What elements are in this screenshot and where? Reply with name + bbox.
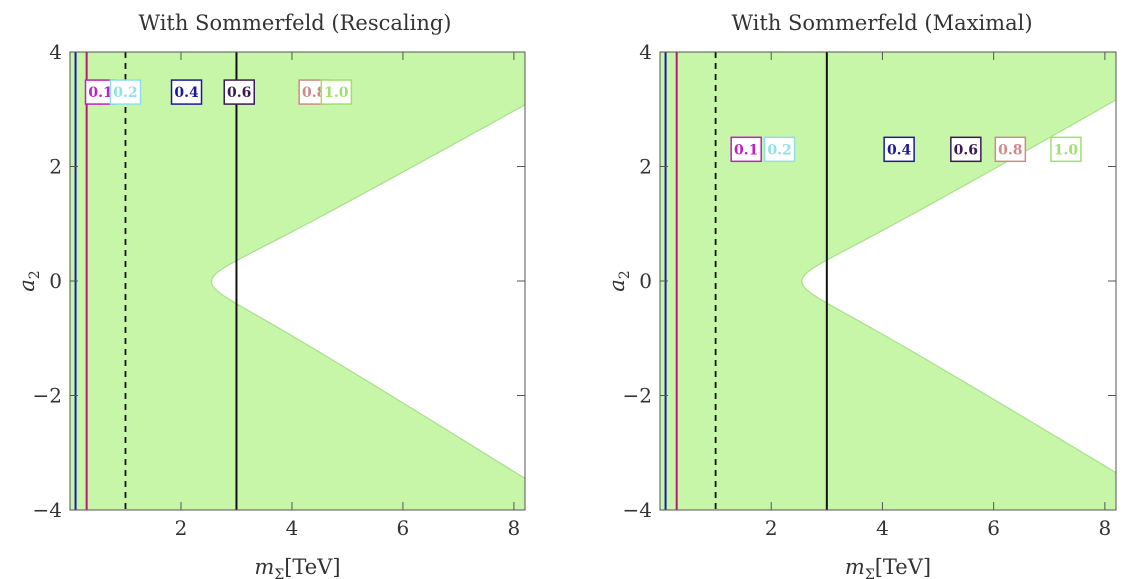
panel-2: 0.1 0.2 0.4 0.6 0.8 1.0 2 4 6 8 4 2 0 −2 −4 With Sommer… [605, 11, 1117, 579]
contour-label-box [950, 136, 982, 163]
y-axis-label: a2 [605, 270, 633, 291]
contour-label-text: 0.1 [88, 85, 112, 101]
x-tick-label: 6 [397, 516, 410, 540]
contour-label-0.1: 0.1 [730, 136, 762, 163]
y-tick-label: 4 [49, 40, 62, 64]
y-tick-label: −4 [623, 498, 652, 522]
y-tick-label: 2 [639, 155, 652, 179]
contour-label-box [320, 79, 353, 105]
x-tick-label: 8 [1099, 516, 1112, 540]
x-tick-label: 4 [286, 516, 299, 540]
contour-label-text: 0.4 [174, 85, 199, 101]
y-tick-label: 0 [639, 269, 652, 293]
x-tick-label: 2 [765, 516, 778, 540]
contour-label-1.0: 1.0 [320, 79, 353, 105]
plot-area [660, 52, 1116, 510]
contour-label-text: 1.0 [324, 85, 349, 101]
contour-label-text: 0.4 [887, 142, 912, 158]
contour-label-text: 0.6 [227, 85, 251, 101]
y-tick-label: 0 [49, 269, 62, 293]
y-tick-label: −2 [623, 384, 652, 408]
plot-area [70, 52, 525, 510]
x-tick-label: 6 [987, 516, 1000, 540]
contour-label-text: 0.6 [954, 142, 978, 158]
y-tick-label: 2 [49, 155, 62, 179]
contour-label-box [1050, 136, 1082, 163]
panel-1: 0.1 0.2 0.4 0.6 0.81.0 2 4 6 8 4 2 0 −2 −4 With Sommer… [15, 11, 526, 579]
contour-label-box [109, 79, 142, 105]
x-tick-label: 4 [876, 516, 889, 540]
x-tick-label: 2 [175, 516, 188, 540]
contour-region-1.0 [660, 52, 1116, 510]
contour-region-1.0 [70, 52, 525, 510]
contour-label-0.4: 0.4 [883, 136, 915, 163]
contour-label-1.0: 1.0 [1050, 136, 1082, 163]
contour-label-text: 0.8 [998, 142, 1022, 158]
contour-label-0.2: 0.2 [109, 79, 142, 105]
contour-label-0.8: 0.8 [994, 136, 1027, 163]
contour-label-box [170, 79, 203, 105]
contour-label-box [223, 79, 255, 105]
y-tick-label: −4 [33, 498, 62, 522]
y-tick-label: 4 [639, 40, 652, 64]
contour-label-box [994, 136, 1027, 163]
x-axis-label: mΣ[TeV] [845, 555, 931, 579]
contour-label-box [763, 136, 796, 163]
contour-label-text: 0.2 [767, 142, 791, 158]
contour-label-box [883, 136, 915, 163]
y-tick-label: −2 [33, 384, 62, 408]
contour-label-0.6: 0.6 [950, 136, 982, 163]
contour-label-box [730, 136, 762, 163]
contour-label-text: 0.8 [302, 85, 326, 101]
chart-title: With Sommerfeld (Maximal) [731, 11, 1032, 35]
contour-label-text: 0.2 [113, 85, 137, 101]
contour-label-text: 1.0 [1054, 142, 1079, 158]
y-axis-label: a2 [15, 270, 43, 291]
chart-title: With Sommerfeld (Rescaling) [138, 11, 451, 35]
x-axis-label: mΣ[TeV] [254, 555, 340, 579]
contour-label-0.2: 0.2 [763, 136, 796, 163]
contour-label-0.4: 0.4 [170, 79, 203, 105]
contour-label-0.6: 0.6 [223, 79, 255, 105]
contour-label-text: 0.1 [734, 142, 758, 158]
x-tick-label: 8 [508, 516, 521, 540]
